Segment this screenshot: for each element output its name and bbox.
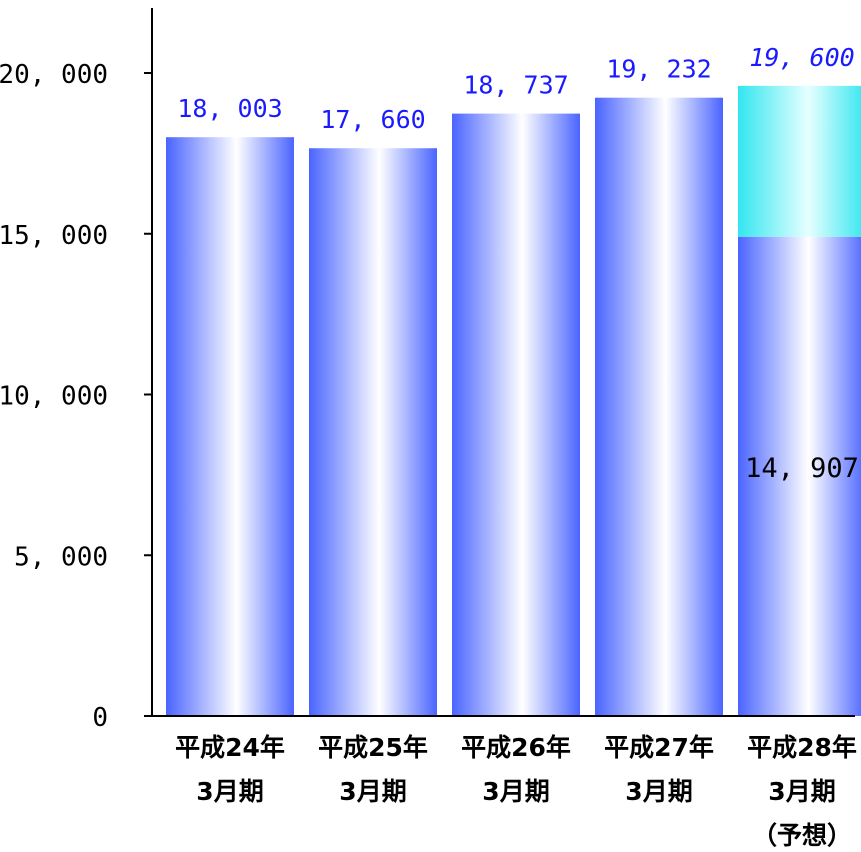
bar-forecast-remaining (738, 85, 861, 237)
bar (166, 137, 294, 716)
y-tick-label: 10, 000 (0, 382, 108, 412)
bar (595, 97, 723, 716)
category-label: 平成27年 (604, 733, 714, 762)
category-label: 3月期 (768, 777, 835, 806)
category-label: 3月期 (625, 777, 692, 806)
value-label: 18, 003 (177, 94, 282, 123)
forecast-partial-label: 14, 907 (745, 453, 859, 484)
category-label: 3月期 (339, 777, 406, 806)
bar (452, 113, 580, 716)
category-label: 3月期 (196, 777, 263, 806)
category-label: 3月期 (482, 777, 549, 806)
category-label: 平成24年 (175, 733, 285, 762)
y-tick-label: 20, 000 (0, 60, 108, 90)
y-tick-label: 15, 000 (0, 221, 108, 251)
category-label: 平成26年 (461, 733, 571, 762)
value-label: 17, 660 (320, 105, 425, 134)
plot-area: 18, 003 平成24年 3月期 17, 660 平成25年 3月期 18, 737 平成2… (0, 8, 861, 850)
y-tick-label: 0 (92, 703, 108, 733)
value-label: 19, 600 (749, 43, 854, 72)
category-label: 平成25年 (318, 733, 428, 762)
value-label: 18, 737 (463, 71, 568, 100)
bar-forecast-actual (738, 236, 861, 717)
value-label: 19, 232 (606, 55, 711, 84)
y-tick-label: 5, 000 (14, 542, 108, 572)
bar (309, 148, 437, 716)
category-label: （予想） (752, 821, 852, 850)
category-label: 平成28年 (747, 733, 857, 762)
